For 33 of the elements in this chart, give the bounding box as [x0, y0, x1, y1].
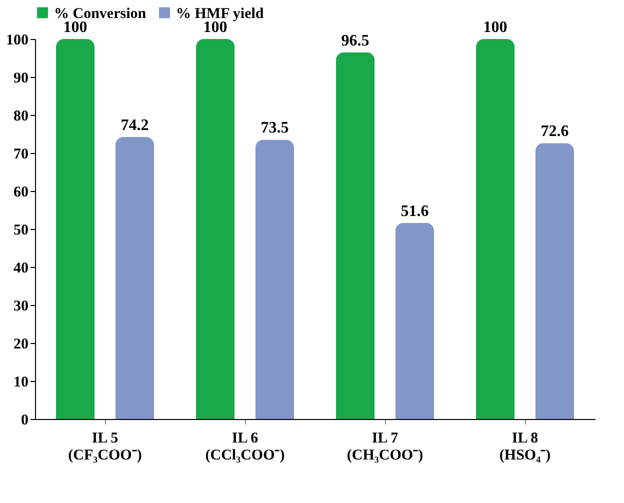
y-tick-label: 0: [21, 412, 28, 428]
bar: [115, 137, 154, 419]
x-tick-label: IL 8 (HSO₄⁻): [499, 430, 551, 464]
y-tick-label: 20: [14, 336, 28, 352]
x-tick-label: IL 5 (CF₃COO⁻): [68, 430, 142, 464]
y-tick-label: 30: [14, 298, 28, 314]
data-label: 73.5: [260, 120, 289, 137]
bar: [395, 222, 434, 419]
y-tick-label: 100: [6, 32, 28, 48]
data-label: 100: [63, 19, 88, 36]
data-label: 74.2: [120, 117, 149, 134]
data-label: 100: [203, 19, 228, 36]
legend-label: % Conversion: [54, 6, 147, 22]
y-tick-label: 40: [14, 260, 28, 276]
y-tick-label: 70: [14, 146, 28, 162]
y-tick-label: 90: [14, 70, 28, 86]
bar: [476, 39, 515, 419]
data-label: 51.6: [400, 202, 429, 220]
bar: [336, 52, 375, 419]
data-label: 96.5: [341, 32, 370, 50]
bar: [535, 143, 574, 419]
bar: [255, 140, 294, 419]
x-tick-label: IL 6 (CCl₃COO⁻): [205, 430, 285, 464]
data-label: 100: [483, 19, 508, 36]
data-label: 72.6: [540, 123, 569, 140]
x-tick-label: IL 7 (CH₃COO⁻): [346, 430, 424, 464]
y-tick-label: 80: [14, 108, 28, 124]
bar: [196, 39, 235, 419]
y-tick-label: 50: [14, 222, 28, 238]
legend-label: % HMF yield: [176, 6, 264, 22]
y-tick-label: 60: [14, 184, 28, 200]
bar: [56, 39, 95, 419]
y-tick-label: 10: [14, 374, 28, 390]
